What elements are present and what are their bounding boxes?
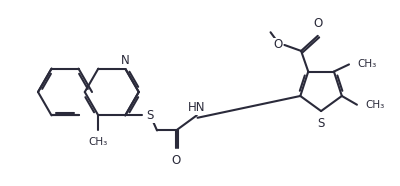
Text: O: O bbox=[172, 154, 181, 167]
Text: HN: HN bbox=[188, 101, 206, 114]
Text: O: O bbox=[273, 39, 282, 52]
Text: CH₃: CH₃ bbox=[358, 59, 377, 69]
Text: O: O bbox=[313, 17, 322, 30]
Text: N: N bbox=[121, 54, 130, 67]
Text: CH₃: CH₃ bbox=[366, 100, 385, 110]
Text: S: S bbox=[147, 109, 154, 122]
Text: S: S bbox=[318, 117, 325, 130]
Text: CH₃: CH₃ bbox=[89, 137, 108, 147]
